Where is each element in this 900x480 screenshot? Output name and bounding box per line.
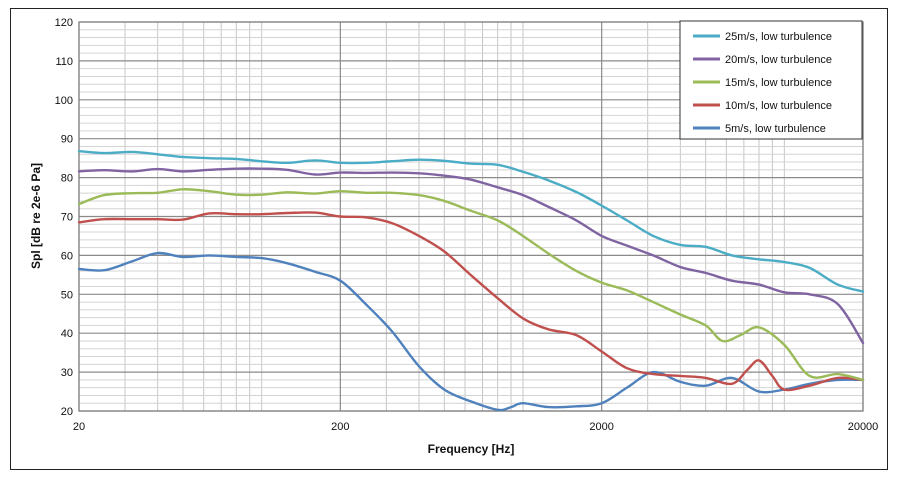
x-tick-label: 2000 <box>589 421 613 433</box>
legend-box <box>679 20 863 140</box>
series-line-1 <box>77 149 865 293</box>
series-line-4 <box>77 211 865 392</box>
tick-layer: 20 30 40 50 60 70 80 90 100 110 120 20 200 2000 20000 <box>55 17 879 433</box>
y-axis-title: Spl [dB re 2e-6 Pa] <box>29 163 43 269</box>
y-tick-label: 60 <box>61 250 73 262</box>
plot-border <box>78 21 864 412</box>
y-tick-label: 70 <box>61 212 73 224</box>
y-tick-label: 40 <box>61 328 73 340</box>
y-tick-label: 20 <box>61 406 73 418</box>
series-line-3 <box>77 188 865 382</box>
legend-label: 10m/s, low turbulence <box>725 100 832 112</box>
y-tick-label: 80 <box>61 173 73 185</box>
legend-label: 25m/s, low turbulence <box>725 31 832 43</box>
y-tick-label: 50 <box>61 289 73 301</box>
y-tick-label: 120 <box>55 17 73 29</box>
x-tick-label: 200 <box>331 421 349 433</box>
legend-label: 15m/s, low turbulence <box>725 77 832 89</box>
legend-label: 20m/s, low turbulence <box>725 54 832 66</box>
x-tick-label: 20000 <box>848 421 879 433</box>
series-line-2 <box>77 167 865 345</box>
y-tick-label: 30 <box>61 367 73 379</box>
chart-legend: 25m/s, low turbulence 20m/s, low turbulen… <box>679 20 863 140</box>
y-tick-label: 90 <box>61 134 73 146</box>
y-tick-label: 100 <box>55 95 73 107</box>
x-tick-label: 20 <box>73 421 85 433</box>
legend-label: 5m/s, low turbulence <box>725 123 826 135</box>
x-axis-title: Frequency [Hz] <box>428 442 515 456</box>
y-tick-label: 110 <box>55 56 73 68</box>
series-line-5 <box>77 251 865 412</box>
series-layer <box>77 149 865 412</box>
